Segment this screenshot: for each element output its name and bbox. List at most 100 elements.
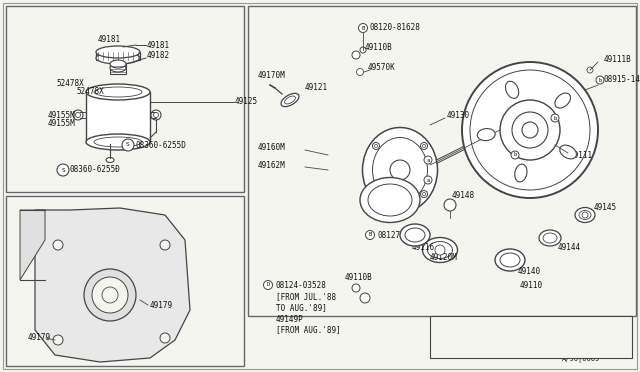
- Text: D: D: [266, 282, 269, 288]
- Circle shape: [522, 122, 538, 138]
- Circle shape: [422, 144, 426, 148]
- Circle shape: [462, 62, 598, 198]
- Ellipse shape: [362, 128, 438, 212]
- Ellipse shape: [360, 177, 420, 222]
- Ellipse shape: [281, 93, 299, 107]
- Circle shape: [424, 156, 432, 164]
- Bar: [430, 316, 632, 358]
- Ellipse shape: [86, 84, 150, 100]
- Circle shape: [374, 144, 378, 148]
- Circle shape: [365, 231, 374, 240]
- Bar: [6, 196, 244, 366]
- Ellipse shape: [94, 87, 142, 97]
- Ellipse shape: [400, 224, 430, 246]
- Text: 49145: 49145: [594, 203, 617, 212]
- Text: 52478X: 52478X: [76, 87, 104, 96]
- Ellipse shape: [422, 237, 458, 263]
- Text: 08120-81628: 08120-81628: [370, 23, 421, 32]
- Text: 49121: 49121: [305, 83, 328, 93]
- Polygon shape: [20, 210, 45, 280]
- Bar: [86, 92, 150, 142]
- Circle shape: [57, 164, 69, 176]
- Circle shape: [390, 160, 410, 180]
- Text: 49125: 49125: [235, 97, 258, 106]
- Bar: [110, 64, 126, 74]
- Circle shape: [422, 192, 426, 196]
- Ellipse shape: [110, 64, 126, 72]
- Text: [FROM JUL.'88: [FROM JUL.'88: [276, 292, 336, 301]
- Circle shape: [470, 70, 590, 190]
- Text: 49120M: 49120M: [430, 253, 458, 263]
- Ellipse shape: [477, 129, 495, 141]
- Text: (a): (a): [546, 324, 560, 333]
- Circle shape: [420, 190, 428, 198]
- Text: 49149P: 49149P: [276, 314, 304, 324]
- Text: S: S: [61, 167, 65, 173]
- Ellipse shape: [579, 211, 591, 219]
- Ellipse shape: [515, 164, 527, 182]
- Text: NOTES) a.PARTS CODE 49110K............: NOTES) a.PARTS CODE 49110K............: [434, 324, 610, 333]
- Circle shape: [551, 114, 559, 122]
- Circle shape: [372, 142, 380, 150]
- Text: 49110B: 49110B: [345, 273, 372, 282]
- Circle shape: [360, 47, 366, 53]
- Circle shape: [352, 51, 360, 59]
- Circle shape: [84, 269, 136, 321]
- Circle shape: [500, 100, 560, 160]
- Ellipse shape: [500, 253, 520, 267]
- Text: 52478X: 52478X: [56, 80, 84, 89]
- Text: a: a: [426, 177, 429, 183]
- Circle shape: [53, 240, 63, 250]
- Text: A/90|0069: A/90|0069: [562, 356, 600, 363]
- Text: 49140: 49140: [518, 267, 541, 276]
- Polygon shape: [35, 208, 190, 362]
- Circle shape: [420, 142, 428, 150]
- Ellipse shape: [428, 241, 452, 259]
- Ellipse shape: [560, 145, 577, 159]
- Text: S: S: [126, 142, 130, 148]
- Ellipse shape: [96, 52, 140, 64]
- Ellipse shape: [372, 138, 428, 202]
- Ellipse shape: [506, 81, 518, 98]
- Circle shape: [582, 212, 588, 218]
- Circle shape: [160, 333, 170, 343]
- Text: 08124-03528: 08124-03528: [276, 280, 327, 289]
- Ellipse shape: [539, 230, 561, 246]
- Text: 49162M: 49162M: [258, 160, 285, 170]
- Text: 49155M: 49155M: [48, 110, 76, 119]
- Ellipse shape: [106, 157, 114, 163]
- Ellipse shape: [555, 93, 570, 108]
- Bar: [6, 6, 244, 192]
- Ellipse shape: [285, 96, 296, 104]
- Text: 49130: 49130: [447, 110, 470, 119]
- Circle shape: [122, 139, 134, 151]
- Ellipse shape: [575, 208, 595, 222]
- Text: TO AUG.'89]: TO AUG.'89]: [276, 304, 327, 312]
- Text: b: b: [542, 341, 546, 346]
- Ellipse shape: [405, 228, 425, 242]
- Circle shape: [596, 76, 604, 84]
- Circle shape: [435, 245, 445, 255]
- Text: 49570K: 49570K: [368, 64, 396, 73]
- Circle shape: [512, 112, 548, 148]
- Text: B: B: [362, 26, 365, 31]
- Circle shape: [444, 199, 456, 211]
- Circle shape: [352, 284, 360, 292]
- Text: 49182: 49182: [147, 51, 170, 60]
- Text: 08360-6255Đ: 08360-6255Đ: [70, 166, 121, 174]
- Circle shape: [374, 192, 378, 196]
- Circle shape: [264, 280, 273, 289]
- Text: 49170M: 49170M: [258, 71, 285, 80]
- Circle shape: [587, 67, 593, 73]
- Circle shape: [76, 112, 81, 118]
- Text: 49110: 49110: [520, 280, 543, 289]
- Text: b: b: [513, 153, 516, 157]
- Text: B: B: [369, 232, 372, 237]
- Ellipse shape: [96, 46, 140, 58]
- Circle shape: [160, 240, 170, 250]
- Ellipse shape: [86, 134, 150, 150]
- Text: 49179: 49179: [28, 334, 51, 343]
- Circle shape: [360, 293, 370, 303]
- Ellipse shape: [495, 249, 525, 271]
- Circle shape: [73, 110, 83, 120]
